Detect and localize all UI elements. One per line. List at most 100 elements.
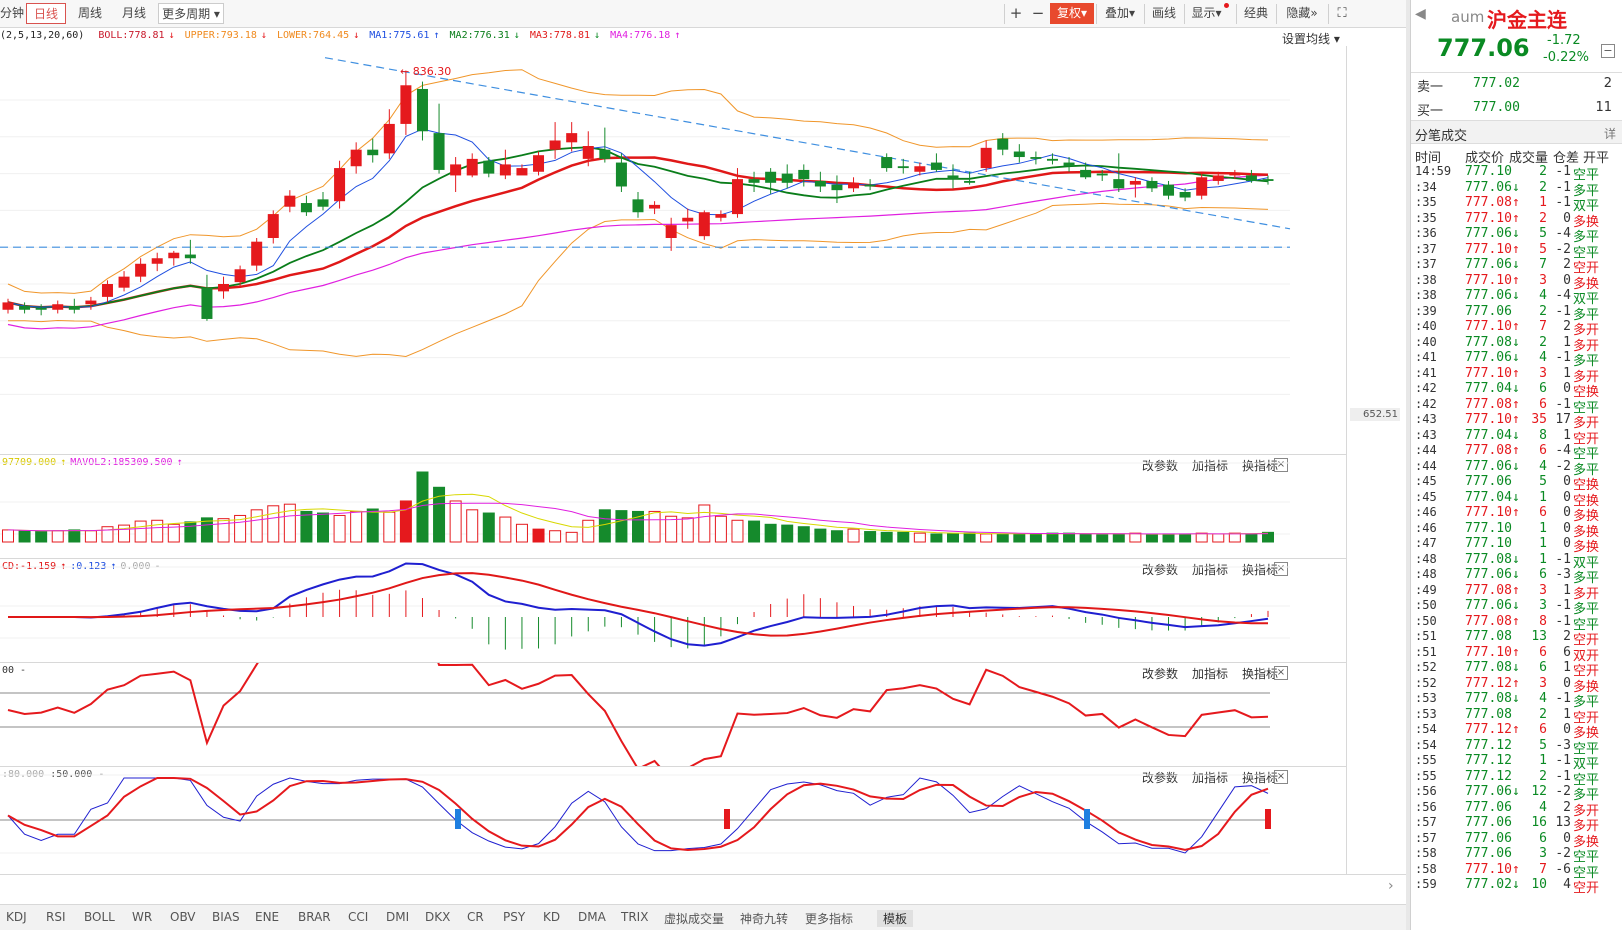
- tick-vol: 4: [1539, 691, 1547, 706]
- period-monthly-tab[interactable]: 月线: [121, 6, 146, 20]
- tick-type: 空平: [1573, 850, 1600, 865]
- volume-bar: [1112, 533, 1125, 543]
- candle-body: [566, 133, 578, 143]
- tab-13[interactable]: KD: [543, 910, 561, 924]
- tick-price: 777.10↑: [1465, 365, 1520, 381]
- tab-10[interactable]: DKX: [425, 910, 451, 924]
- volume-bar: [234, 514, 247, 543]
- tab-12[interactable]: PSY: [503, 910, 526, 924]
- ma1-value: MA1:775.61: [369, 30, 430, 41]
- tab-6[interactable]: ENE: [255, 910, 280, 924]
- params-button[interactable]: 改参数: [1141, 667, 1178, 681]
- ticks-detail-button[interactable]: 详: [1603, 127, 1616, 141]
- tab-11[interactable]: CR: [467, 910, 484, 924]
- period-weekly-tab[interactable]: 周线: [77, 6, 102, 20]
- close-icon[interactable]: ×: [1274, 458, 1288, 472]
- tick-price: 777.10↑: [1465, 210, 1520, 226]
- tick-row: :34 777.06↓ 2 -1 多平: [1411, 180, 1622, 199]
- candle-body: [416, 88, 428, 132]
- tab-18[interactable]: 更多指标: [805, 912, 854, 926]
- tick-price: 777.10: [1465, 520, 1512, 536]
- collapse-icon[interactable]: −: [1601, 44, 1615, 58]
- swap-indicator-button[interactable]: 换指标: [1241, 667, 1278, 681]
- tab-19[interactable]: 模板: [877, 910, 914, 927]
- tab-4[interactable]: OBV: [170, 910, 196, 924]
- tick-price: 777.10↑: [1465, 505, 1520, 520]
- date-axis: [0, 874, 1406, 904]
- tick-time: :53: [1415, 691, 1437, 705]
- tab-9[interactable]: DMI: [386, 910, 410, 924]
- tick-type: 多平: [1573, 230, 1600, 245]
- period-minute-tab[interactable]: 分钟: [0, 6, 25, 20]
- candle-body: [814, 180, 826, 187]
- tick-row: :54 777.12 5 -3 空平: [1411, 738, 1622, 757]
- tick-vol: 3: [1539, 582, 1547, 598]
- tick-price: 777.12: [1465, 768, 1512, 784]
- overlay-dropdown[interactable]: 叠加▾: [1100, 3, 1140, 24]
- tab-8[interactable]: CCI: [348, 910, 369, 924]
- tick-type: 多平: [1573, 183, 1600, 199]
- hide-button[interactable]: 隐藏»: [1280, 3, 1324, 24]
- close-icon[interactable]: ×: [1274, 562, 1288, 576]
- volume-bar: [781, 524, 794, 543]
- close-icon[interactable]: ×: [1274, 666, 1288, 680]
- volume-bar: [35, 531, 48, 543]
- candle-body: [649, 204, 661, 209]
- candle-body: [367, 149, 379, 156]
- kdj-signal-marker: [1084, 809, 1090, 829]
- candle-body: [682, 217, 694, 222]
- tick-type: 空开: [1573, 431, 1600, 447]
- close-icon[interactable]: ×: [1274, 770, 1288, 784]
- classic-button[interactable]: 经典: [1243, 6, 1268, 20]
- draw-line-button[interactable]: 画线: [1151, 6, 1176, 20]
- panel-splitter[interactable]: [1406, 0, 1410, 930]
- tab-16[interactable]: 虚拟成交量: [664, 912, 725, 926]
- tab-3[interactable]: WR: [132, 910, 153, 924]
- fullscreen-icon[interactable]: ⛶: [1337, 6, 1347, 21]
- volume-bar: [1029, 533, 1042, 543]
- tick-price: 777.06↓: [1465, 458, 1520, 474]
- prev-arrow-icon[interactable]: ◀: [1415, 6, 1426, 22]
- candle-body: [980, 147, 992, 169]
- arrow-down-icon: ↓: [594, 30, 601, 41]
- period-daily-tab[interactable]: 日线: [26, 3, 66, 24]
- tick-type: 多开: [1573, 586, 1600, 602]
- tick-oi: -1: [1555, 753, 1571, 768]
- tick-row: :35 777.10↑ 2 0 多换: [1411, 210, 1622, 230]
- kdj-signal-marker: [724, 809, 730, 829]
- tick-oi: -2: [1555, 458, 1571, 474]
- set-ma-dropdown[interactable]: 设置均线 ▾: [1282, 32, 1340, 46]
- candle-body: [1196, 177, 1208, 196]
- zoom-in-button[interactable]: +: [1009, 4, 1023, 22]
- tick-price: 777.06↓: [1465, 226, 1520, 241]
- ma1-line: [7, 128, 1269, 308]
- tab-7[interactable]: BRAR: [298, 910, 331, 924]
- volume-bar: [515, 523, 528, 543]
- ma-params: (2,5,13,20,60): [0, 30, 85, 41]
- tab-1[interactable]: RSI: [46, 910, 66, 924]
- tab-15[interactable]: TRIX: [621, 910, 649, 924]
- tick-price: 777.10↑: [1465, 241, 1520, 257]
- tab-14[interactable]: DMA: [578, 910, 606, 924]
- volume-bar: [217, 518, 230, 543]
- tab-17[interactable]: 神奇九转: [740, 912, 789, 926]
- candle-body: [400, 85, 412, 124]
- add-indicator-button[interactable]: 加指标: [1191, 667, 1228, 681]
- scroll-right-icon[interactable]: ›: [1388, 878, 1394, 894]
- more-periods-dropdown[interactable]: 更多周期 ▾: [158, 3, 224, 24]
- tab-5[interactable]: BIAS: [212, 910, 240, 924]
- candle-body: [1063, 162, 1075, 167]
- display-dropdown[interactable]: 显示▾: [1188, 3, 1232, 24]
- tab-2[interactable]: BOLL: [84, 910, 115, 924]
- ma2-line: [7, 146, 1269, 309]
- fuquan-dropdown[interactable]: 复权▾: [1050, 3, 1094, 24]
- tab-0[interactable]: KDJ: [6, 910, 27, 924]
- tick-row: :56 777.06↓ 12 -2 多平: [1411, 784, 1622, 803]
- tick-oi: 1: [1563, 427, 1571, 443]
- tick-time: :58: [1415, 846, 1437, 860]
- tick-time: :48: [1415, 567, 1437, 581]
- price-axis: [1346, 46, 1406, 454]
- tick-vol: 8: [1539, 427, 1547, 443]
- volume-bar: [947, 533, 959, 543]
- zoom-out-button[interactable]: −: [1031, 4, 1045, 22]
